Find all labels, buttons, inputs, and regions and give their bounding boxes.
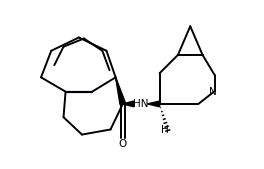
Text: N: N	[209, 87, 217, 97]
Text: H: H	[161, 126, 169, 136]
Text: O: O	[119, 139, 127, 149]
Polygon shape	[116, 77, 126, 105]
Polygon shape	[123, 101, 134, 107]
Polygon shape	[147, 101, 160, 107]
Text: HN: HN	[133, 99, 149, 109]
